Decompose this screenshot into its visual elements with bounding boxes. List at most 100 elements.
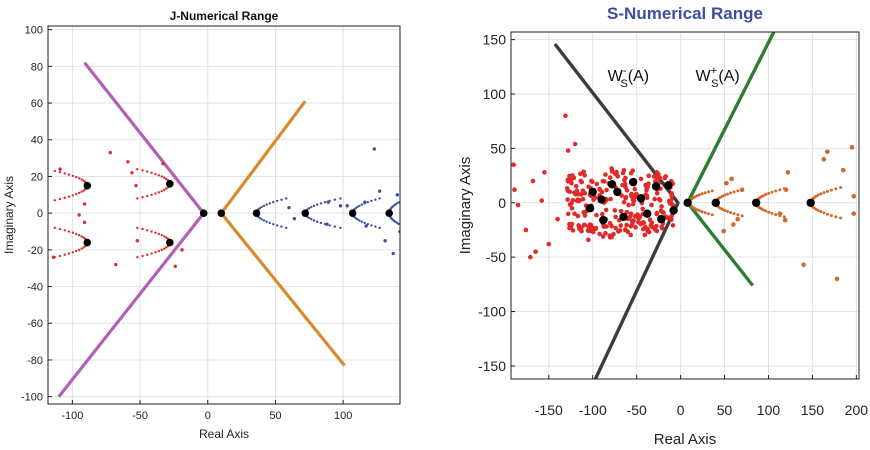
arc-point-red xyxy=(75,232,78,236)
scatter-point-red xyxy=(653,223,659,229)
arc-point-red xyxy=(58,227,62,231)
arc-point-orange xyxy=(816,193,820,197)
arc-point-orange xyxy=(740,214,744,218)
scatter-point-red xyxy=(669,217,674,223)
scatter-point-red xyxy=(604,187,609,193)
scatter-point-red xyxy=(594,181,600,187)
scatter-point-red xyxy=(633,191,639,197)
arc-point-orange xyxy=(700,192,704,196)
eigenvalue-dot xyxy=(166,238,174,247)
arc-point-orange xyxy=(825,212,829,216)
arc-point-blue xyxy=(356,205,359,209)
scatter-point-orange xyxy=(840,167,846,173)
eigenvalue-dot xyxy=(348,209,357,217)
arc-point-red xyxy=(63,196,66,200)
eigenvalue-dot xyxy=(711,198,720,207)
arc-point-red xyxy=(77,248,81,252)
arc-point-blue xyxy=(310,205,313,209)
arc-point-red xyxy=(154,251,157,254)
arc-point-red xyxy=(163,176,166,179)
arc-point-orange xyxy=(707,190,711,194)
arc-point-orange xyxy=(778,188,782,192)
scatter-point-orange xyxy=(739,187,745,193)
x-tick-label: -50 xyxy=(132,410,148,422)
scatter-point-red xyxy=(578,171,583,177)
y-axis-label: Imaginary Axis xyxy=(2,176,16,254)
arc-point-orange xyxy=(819,210,823,214)
arc-point-orange xyxy=(736,189,740,193)
scatter-point-red xyxy=(603,207,609,213)
y-tick-label: 40 xyxy=(31,135,43,147)
arc-point-red xyxy=(77,233,81,237)
y-tick-label: -60 xyxy=(27,318,43,330)
arc-point-red xyxy=(146,194,149,198)
scatter-point-red xyxy=(642,232,648,238)
x-tick-label: 200 xyxy=(845,402,869,418)
s-numerical-range-panel: -150 -100 -50 0 50 100 150 200 -150 -100 -50 0 50 100… xyxy=(457,4,868,448)
arc-point-orange xyxy=(732,212,736,216)
arc-point-orange xyxy=(698,209,702,213)
arc-point-red xyxy=(82,236,85,239)
scatter-point-red xyxy=(623,194,629,200)
arc-point-orange xyxy=(829,213,833,217)
eigenvalue-dot xyxy=(619,212,628,222)
scatter-point-blue xyxy=(325,222,329,226)
eigenvalue-dot xyxy=(599,215,608,225)
scatter-point-red xyxy=(565,148,571,153)
scatter-point-red xyxy=(607,175,613,180)
eigenvalue-dot xyxy=(806,198,815,207)
scatter-point-orange xyxy=(735,216,741,222)
y-tick-label: -20 xyxy=(27,245,43,257)
arc-point-red xyxy=(141,196,144,199)
arc-point-red xyxy=(141,254,144,258)
arc-point-red xyxy=(136,167,139,171)
scatter-point-red xyxy=(570,228,576,233)
scatter-point-red xyxy=(609,234,614,240)
scatter-point-red xyxy=(624,222,629,228)
scatter-point-red xyxy=(581,222,587,228)
arc-point-orange xyxy=(764,209,768,213)
scatter-point-red xyxy=(593,225,599,231)
arc-point-blue xyxy=(272,200,275,204)
scatter-point-red xyxy=(563,113,568,119)
y-tick-label: -50 xyxy=(486,249,506,265)
scatter-point-red xyxy=(180,248,184,252)
arc-point-blue xyxy=(333,225,337,228)
arc-point-red xyxy=(163,235,166,238)
arc-point-orange xyxy=(710,213,714,217)
arc-point-orange xyxy=(839,186,843,190)
arc-point-red xyxy=(165,177,168,181)
arc-point-orange xyxy=(761,194,765,198)
scatter-point-red xyxy=(659,224,665,230)
scatter-point-orange xyxy=(721,228,726,234)
x-tick-label: -100 xyxy=(61,410,83,422)
x-tick-label: 50 xyxy=(717,402,733,418)
arc-point-blue xyxy=(354,216,357,220)
arc-point-blue xyxy=(378,226,381,230)
scatter-point-red xyxy=(622,181,628,187)
scatter-point-red xyxy=(622,227,628,233)
scatter-point-red xyxy=(582,213,588,218)
scatter-point-red xyxy=(582,173,588,178)
scatter-point-red xyxy=(600,234,606,239)
plot-frame xyxy=(47,25,401,405)
scatter-point-red xyxy=(667,199,673,205)
scatter-point-red xyxy=(589,228,595,233)
arc-point-orange xyxy=(729,211,733,215)
scatter-point-red xyxy=(633,224,638,230)
arc-point-blue xyxy=(285,197,288,200)
arc-point-orange xyxy=(729,191,733,195)
arc-point-blue xyxy=(307,216,311,220)
scatter-point-red xyxy=(161,161,165,166)
eigenvalue-dot xyxy=(657,214,666,224)
scatter-point-red xyxy=(173,264,177,269)
scatter-point-red xyxy=(113,262,118,267)
scatter-point-red xyxy=(626,202,631,208)
scatter-point-orange xyxy=(801,262,806,268)
scatter-point-orange xyxy=(777,211,783,216)
arc-point-blue xyxy=(312,219,316,222)
arc-point-orange xyxy=(774,213,778,217)
arc-point-blue xyxy=(280,225,283,228)
y-tick-label: 0 xyxy=(37,208,43,220)
scatter-point-red xyxy=(555,216,560,222)
